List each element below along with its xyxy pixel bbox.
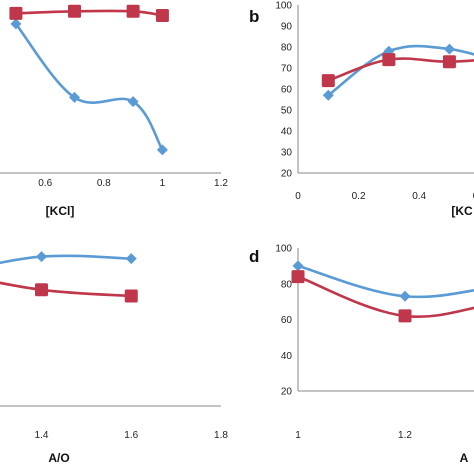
series-line [14,23,164,151]
diamond-marker [156,144,168,156]
y-tick-label: 100 [275,244,292,255]
y-tick-label: 80 [281,43,293,54]
series-line [297,275,474,318]
square-marker [9,6,23,20]
x-axis-label: [KC [451,204,473,218]
series-red-square [321,53,474,88]
diamond-marker [10,18,22,30]
series-line [0,254,132,265]
x-tick-label: 0 [295,191,301,202]
square-marker [398,309,412,323]
x-tick-label: 1 [295,430,301,441]
series-line [327,44,474,97]
y-tick-label: 40 [281,127,293,138]
square-marker [442,55,456,69]
x-tick-label: 0.8 [97,178,111,189]
y-tick-label: 100 [275,1,292,12]
panel-letter: b [249,7,259,26]
y-tick-label: 70 [281,64,293,75]
square-marker [68,4,81,18]
x-tick-label: 1.6 [124,430,138,441]
diamond-marker [292,260,304,272]
x-axis-label: [KCl] [46,204,75,218]
x-tick-label: 0.6 [473,191,474,202]
square-marker [382,53,396,67]
chart-panel-c: 1.4 1.6 1.8 A/O [0,251,228,465]
y-tick-label: 20 [281,387,293,398]
series-blue-diamond [292,260,474,302]
diamond-marker [125,253,137,265]
series-blue-diamond [0,251,137,265]
x-tick-label: 1.2 [398,430,412,441]
x-tick-label: 1.8 [214,430,228,441]
y-tick-label: 90 [281,22,293,33]
series-line [327,57,474,82]
panel-letter: d [249,247,259,266]
y-tick-label: 60 [281,315,293,326]
x-axis-label: A/O [48,451,69,465]
square-marker [291,270,305,284]
series-blue-diamond [322,43,474,101]
y-tick-label: 30 [281,148,293,159]
chart-panel-d: 20 40 60 80 100 1 1.2 Ad [249,244,474,465]
diamond-marker [36,251,47,263]
square-marker [321,74,335,88]
chart-panel-a: 0.6 0.8 1 1.2 [KCl] [0,4,228,218]
series-line [0,281,132,298]
diamond-marker [399,290,411,302]
diamond-marker [322,89,334,101]
x-tick-label: 0.4 [412,191,426,202]
square-marker [155,9,169,22]
x-tick-label: 1.4 [35,430,49,441]
x-axis-label: A [460,451,469,465]
x-tick-label: 0.2 [352,191,366,202]
series-line [297,264,474,299]
square-marker [124,289,138,303]
series-red-square [9,4,169,22]
y-tick-label: 60 [281,85,293,96]
chart-panel-b: 20 30 40 50 60 70 80 90 100 0 0.2 0.4 0.6 [KC b [249,1,474,218]
diamond-marker [443,43,455,55]
y-tick-label: 50 [281,106,293,117]
y-tick-label: 80 [281,279,293,290]
x-tick-label: 0.6 [38,178,52,189]
series-blue-diamond [10,18,168,156]
diamond-marker [69,91,80,103]
diamond-marker [127,96,139,108]
series-red-square [0,281,138,303]
series-line [15,9,163,17]
x-tick-label: 1 [160,178,166,189]
x-tick-label: 1.2 [214,178,228,189]
y-tick-label: 20 [281,169,293,180]
y-tick-label: 40 [281,351,293,362]
square-marker [35,283,48,297]
series-red-square [291,270,474,323]
square-marker [126,4,140,18]
